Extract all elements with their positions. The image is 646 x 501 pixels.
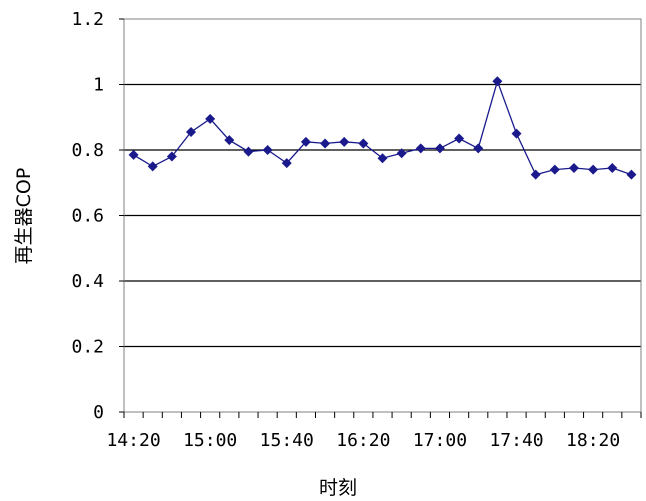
data-point xyxy=(300,136,311,147)
data-point xyxy=(205,113,216,124)
x-tick-label: 14:20 xyxy=(106,430,160,451)
data-point xyxy=(588,164,599,175)
data-point xyxy=(339,136,350,147)
x-tick-label: 18:20 xyxy=(566,430,620,451)
x-tick-label: 16:20 xyxy=(336,430,390,451)
y-tick-label: 0.8 xyxy=(71,140,104,161)
data-point xyxy=(128,149,139,160)
x-tick-label: 17:00 xyxy=(413,430,467,451)
x-tick-label: 15:00 xyxy=(183,430,237,451)
x-axis-label: 时刻 xyxy=(319,477,357,499)
x-tick-label: 15:40 xyxy=(260,430,314,451)
data-point xyxy=(492,76,503,87)
y-tick-label: 0.2 xyxy=(71,337,104,358)
data-point xyxy=(473,143,484,154)
x-tick-label: 17:40 xyxy=(489,430,543,451)
y-tick-label: 0.6 xyxy=(71,206,104,227)
data-point xyxy=(626,169,637,180)
data-point xyxy=(511,128,522,139)
data-point xyxy=(262,145,273,155)
data-point xyxy=(377,153,388,164)
data-point xyxy=(415,143,426,154)
data-point xyxy=(568,163,579,174)
y-tick-label: 0.4 xyxy=(71,271,104,292)
data-point xyxy=(224,135,235,146)
data-point xyxy=(186,126,197,137)
data-point xyxy=(358,138,369,149)
y-tick-label: 0 xyxy=(93,402,104,423)
data-point xyxy=(454,133,465,144)
y-axis-label: 再生器COP xyxy=(13,168,35,265)
data-point xyxy=(549,164,560,175)
gridlines xyxy=(124,83,641,348)
data-point xyxy=(281,158,292,169)
data-point xyxy=(243,146,254,157)
data-point xyxy=(166,151,177,162)
y-tick-label: 1.2 xyxy=(71,9,104,30)
data-point xyxy=(396,148,407,159)
data-point xyxy=(530,169,541,180)
y-axis-ticks: 0 0.2 0.4 0.6 0.8 1 1.2 xyxy=(71,9,124,423)
series-group xyxy=(128,76,637,180)
data-point xyxy=(434,143,445,154)
data-point xyxy=(320,138,331,149)
y-tick-label: 1 xyxy=(93,75,104,96)
x-axis-ticks: 14:20 15:00 15:40 16:20 17:00 17:40 18:20 xyxy=(106,412,642,451)
data-point xyxy=(147,161,158,172)
data-point xyxy=(607,163,618,174)
